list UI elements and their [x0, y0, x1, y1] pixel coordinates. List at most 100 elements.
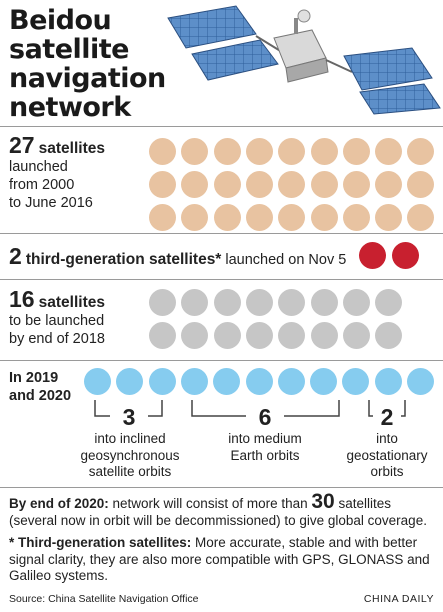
divider-4	[0, 360, 443, 361]
coverage-number: 30	[311, 490, 335, 513]
launched-satellite-dot	[149, 171, 176, 198]
planned-satellite-dot	[375, 289, 403, 316]
satellite-illustration	[167, 5, 441, 115]
launched-satellite-dot	[375, 204, 403, 231]
orbit-geostationary-text: into geostationary orbits	[337, 431, 437, 481]
footnote-text: More accurate, stable and with better si…	[9, 535, 430, 583]
future-satellite-dot	[116, 368, 144, 395]
orbit-medium-line-1: into medium	[228, 431, 302, 446]
third-gen-footnote: * Third-generation satellites: More accu…	[9, 535, 439, 585]
future-satellite-dot	[84, 368, 111, 395]
third-gen-unit: third-generation satellites*	[25, 251, 222, 268]
planned-satellite-dot	[342, 322, 370, 349]
launched-line-1: launched	[9, 159, 68, 175]
divider-3	[0, 279, 443, 280]
launched-satellite-dot	[278, 171, 306, 198]
future-satellite-dot	[180, 368, 208, 395]
planned-satellite-dot	[245, 322, 273, 349]
launched-satellite-dot	[245, 138, 273, 165]
orbit-medium-number: 6	[246, 405, 284, 429]
future-satellite-dot	[148, 368, 176, 395]
launched-satellite-dot	[181, 204, 209, 231]
orbit-medium-text: into medium Earth orbits	[195, 431, 335, 464]
planned-line-2: by end of 2018	[9, 331, 105, 347]
launched-satellite-dot	[149, 204, 176, 231]
launched-line-2: from 2000	[9, 177, 75, 193]
title: Beidou satellite navigation network	[9, 6, 166, 122]
launched-satellite-dot	[149, 138, 176, 165]
launched-satellite-dot	[245, 204, 273, 231]
planned-satellite-dot	[181, 322, 209, 349]
third-gen-number: 2	[9, 243, 22, 269]
launched-satellite-dot	[278, 138, 306, 165]
title-line-1: Beidou	[9, 5, 112, 36]
coverage-pre: network will consist of more than	[108, 496, 312, 511]
planned-satellite-dot	[342, 289, 370, 316]
launched-satellite-dot	[375, 138, 403, 165]
planned-number: 16	[9, 286, 35, 312]
launched-unit: satellites	[38, 140, 105, 157]
planned-label: 16 satellites to be launched by end of 2…	[9, 288, 105, 348]
launched-satellite-dot	[181, 138, 209, 165]
divider-5	[0, 487, 443, 488]
launched-satellite-dot	[213, 171, 241, 198]
divider-1	[0, 126, 443, 127]
divider-2	[0, 233, 443, 234]
orbit-geostationary-line-2: geostationary	[346, 447, 428, 463]
title-line-2: satellite	[9, 34, 129, 65]
coverage-post: satellites (several now in orbit will be…	[9, 496, 427, 528]
orbit-inclined-line-2: geosynchronous	[80, 447, 180, 463]
planned-satellite-dot	[278, 289, 306, 316]
credit: CHINA DAILY	[363, 593, 434, 605]
launched-satellite-dot	[213, 204, 241, 231]
future-satellite-dot	[277, 368, 305, 395]
future-satellite-dot	[310, 368, 338, 395]
planned-unit: satellites	[38, 294, 105, 311]
launched-satellite-dot	[310, 138, 338, 165]
future-line-1: In 2019	[9, 370, 59, 386]
orbit-geostationary-line-1: into	[376, 431, 398, 446]
launched-satellite-dot	[310, 171, 338, 198]
planned-satellite-dot	[213, 289, 241, 316]
planned-satellite-dot	[310, 289, 338, 316]
title-line-3: navigation	[9, 63, 166, 94]
planned-satellite-dot	[181, 289, 209, 316]
future-satellite-dot	[245, 368, 273, 395]
planned-satellite-dot	[213, 322, 241, 349]
orbit-geostationary-line-3: orbits	[370, 464, 404, 479]
launched-satellite-dot	[278, 204, 306, 231]
orbit-inclined-text: into inclined geosynchronous satellite o…	[55, 431, 205, 481]
launched-satellite-dot	[407, 204, 435, 231]
future-line-2: and 2020	[9, 388, 72, 404]
footnote-label: * Third-generation satellites:	[9, 535, 192, 550]
planned-satellite-dot	[310, 322, 338, 349]
orbit-inclined-line-3: satellite orbits	[88, 464, 172, 479]
launched-line-3: to June 2016	[9, 195, 93, 211]
title-line-4: network	[9, 92, 131, 123]
future-satellite-dot	[342, 368, 370, 395]
planned-line-1: to be launched	[9, 313, 105, 329]
launched-satellite-dot	[342, 138, 370, 165]
launched-satellite-dot	[407, 138, 435, 165]
orbit-medium-line-2: Earth orbits	[230, 447, 300, 463]
launched-satellite-dot	[375, 171, 403, 198]
third-gen-suffix: launched on Nov 5	[221, 252, 347, 268]
launched-satellite-dot	[245, 171, 273, 198]
planned-satellite-dot	[278, 322, 306, 349]
third-gen-satellite-dot	[359, 242, 386, 269]
third-gen-satellite-dot	[392, 242, 419, 269]
launched-satellite-dot	[213, 138, 241, 165]
planned-satellite-dot	[149, 289, 176, 316]
orbit-inclined-line-1: into inclined	[94, 431, 166, 446]
planned-satellite-dot	[149, 322, 176, 349]
coverage-label: By end of 2020:	[9, 496, 109, 511]
orbit-geostationary-number: 2	[373, 405, 401, 429]
source-note: Source: China Satellite Navigation Offic…	[9, 593, 199, 605]
launched-label: 27 satellites launched from 2000 to June…	[9, 134, 105, 212]
launched-satellite-dot	[407, 171, 435, 198]
future-label: In 2019 and 2020	[9, 369, 71, 405]
launched-satellite-dot	[181, 171, 209, 198]
future-satellite-dot	[213, 368, 241, 395]
orbit-inclined-number: 3	[110, 405, 148, 429]
